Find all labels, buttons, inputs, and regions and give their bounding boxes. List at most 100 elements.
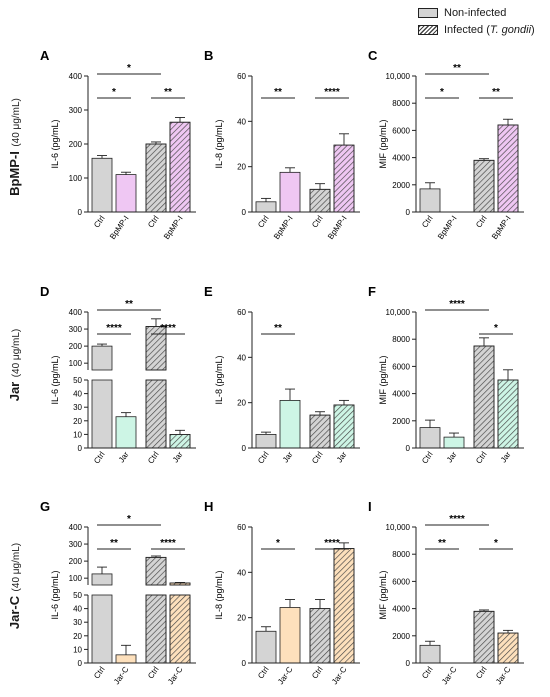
bar [279, 607, 301, 664]
y-tick-label: 400 [69, 523, 83, 532]
y-tick-label: 10,000 [386, 72, 411, 81]
row-label-jarc: Jar-C (40 μg/mL) [6, 481, 26, 691]
x-tick-label: Jar [171, 450, 185, 465]
panel-letter: E [204, 284, 213, 299]
row-label-sub: (40 μg/mL) [11, 98, 22, 147]
y-tick-label: 10 [73, 645, 82, 654]
bar [419, 427, 441, 449]
bar-hatch [145, 143, 167, 213]
significance-label: **** [160, 323, 176, 334]
y-tick-label: 200 [69, 557, 83, 566]
x-tick-label: Jar-C [330, 665, 349, 686]
row-label-main: Jar-C [7, 595, 22, 630]
x-tick-label: Ctrl [310, 214, 325, 230]
y-tick-label: 10,000 [386, 308, 411, 317]
significance-label: * [276, 538, 280, 549]
y-tick-label: 4000 [392, 154, 410, 163]
y-axis-label: IL-8 (pg/mL) [214, 570, 224, 619]
significance-label: ** [274, 323, 282, 334]
x-tick-label: Ctrl [474, 450, 489, 466]
panel-d: D Ctrl Jar Ctrl Jar 0 10 20 30 40 50 100 200 300 400 IL… [40, 284, 196, 465]
bar-hatch [169, 594, 191, 664]
bar [419, 188, 441, 213]
panel-letter: D [40, 284, 49, 299]
significance-label: ** [274, 87, 282, 98]
significance-label: ** [453, 63, 461, 74]
y-tick-label: 2000 [392, 181, 410, 190]
y-tick-label: 0 [78, 444, 83, 453]
panel-letter: H [204, 499, 213, 514]
y-tick-label: 0 [406, 208, 411, 217]
y-tick-label: 20 [73, 417, 82, 426]
y-tick-label: 8000 [392, 335, 410, 344]
y-axis-label: IL-6 (pg/mL) [50, 570, 60, 619]
x-tick-label: Ctrl [420, 214, 435, 230]
y-tick-label: 300 [69, 106, 83, 115]
x-tick-label: BpMP-I [436, 214, 459, 241]
y-tick-label: 0 [78, 659, 83, 668]
panel-f: F Ctrl Jar Ctrl Jar 0 2000 4000 6000 8000 10,000 MI… [368, 284, 524, 465]
y-tick-label: 50 [73, 591, 82, 600]
x-tick-label: Jar-C [440, 665, 459, 686]
bar [255, 630, 277, 664]
x-tick-label: Ctrl [256, 214, 271, 230]
bar-hatch [497, 379, 519, 449]
bar [255, 201, 277, 213]
y-axis-label: MIF (pg/mL) [378, 570, 388, 619]
y-tick-label: 200 [69, 342, 83, 351]
panel-letter: I [368, 499, 372, 514]
y-axis-label: IL-8 (pg/mL) [214, 355, 224, 404]
y-axis-label: MIF (pg/mL) [378, 119, 388, 168]
y-tick-label: 8000 [392, 99, 410, 108]
x-tick-label: Ctrl [256, 450, 271, 466]
bar [91, 594, 113, 664]
y-tick-label: 40 [237, 568, 246, 577]
bar [91, 379, 113, 449]
y-tick-label: 100 [69, 574, 83, 583]
y-tick-label: 200 [69, 140, 83, 149]
significance-label: ** [492, 87, 500, 98]
y-tick-label: 400 [69, 72, 83, 81]
row-label-jar: Jar (40 μg/mL) [6, 260, 26, 470]
x-tick-label: BpMP-I [108, 214, 131, 241]
x-tick-label: Jar [445, 450, 459, 465]
y-tick-label: 40 [237, 117, 246, 126]
bar-hatch [473, 345, 495, 449]
bar [115, 416, 137, 449]
x-tick-label: Ctrl [146, 214, 161, 230]
bar [91, 345, 113, 371]
significance-label: * [112, 87, 116, 98]
x-tick-label: Jar-C [166, 665, 185, 686]
row-label-bpmp: BpMP-I (40 μg/mL) [6, 42, 26, 252]
bar-hatch [497, 632, 519, 664]
row-label-sub: (40 μg/mL) [11, 328, 22, 378]
x-tick-label: Jar [117, 450, 131, 465]
y-axis-label: IL-6 (pg/mL) [50, 355, 60, 404]
y-tick-label: 30 [73, 618, 82, 627]
bar [279, 171, 301, 213]
legend-noninfected: Non-infected [418, 4, 548, 21]
y-tick-label: 40 [73, 390, 82, 399]
y-tick-label: 6000 [392, 126, 410, 135]
panel-letter: B [204, 48, 213, 63]
x-tick-label: Ctrl [474, 214, 489, 230]
panel-letter: C [368, 48, 378, 63]
row-label-sub: (40 μg/mL) [11, 542, 22, 592]
y-axis-label: IL-6 (pg/mL) [50, 119, 60, 168]
y-tick-label: 6000 [392, 362, 410, 371]
bar [419, 644, 441, 664]
y-tick-label: 20 [73, 632, 82, 641]
significance-label: ** [110, 538, 118, 549]
bar-hatch [473, 610, 495, 664]
bar-hatch [145, 379, 167, 449]
row-label-main: BpMP-I [7, 151, 22, 196]
bar-hatch [145, 556, 167, 586]
bar [443, 436, 465, 449]
significance-label: * [494, 538, 498, 549]
bar-hatch [309, 188, 331, 213]
bar [91, 573, 113, 586]
y-axis-label: MIF (pg/mL) [378, 355, 388, 404]
